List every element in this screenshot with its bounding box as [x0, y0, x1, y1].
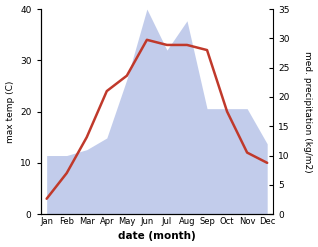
Y-axis label: max temp (C): max temp (C) [5, 80, 15, 143]
Y-axis label: med. precipitation (kg/m2): med. precipitation (kg/m2) [303, 51, 313, 172]
X-axis label: date (month): date (month) [118, 231, 196, 242]
